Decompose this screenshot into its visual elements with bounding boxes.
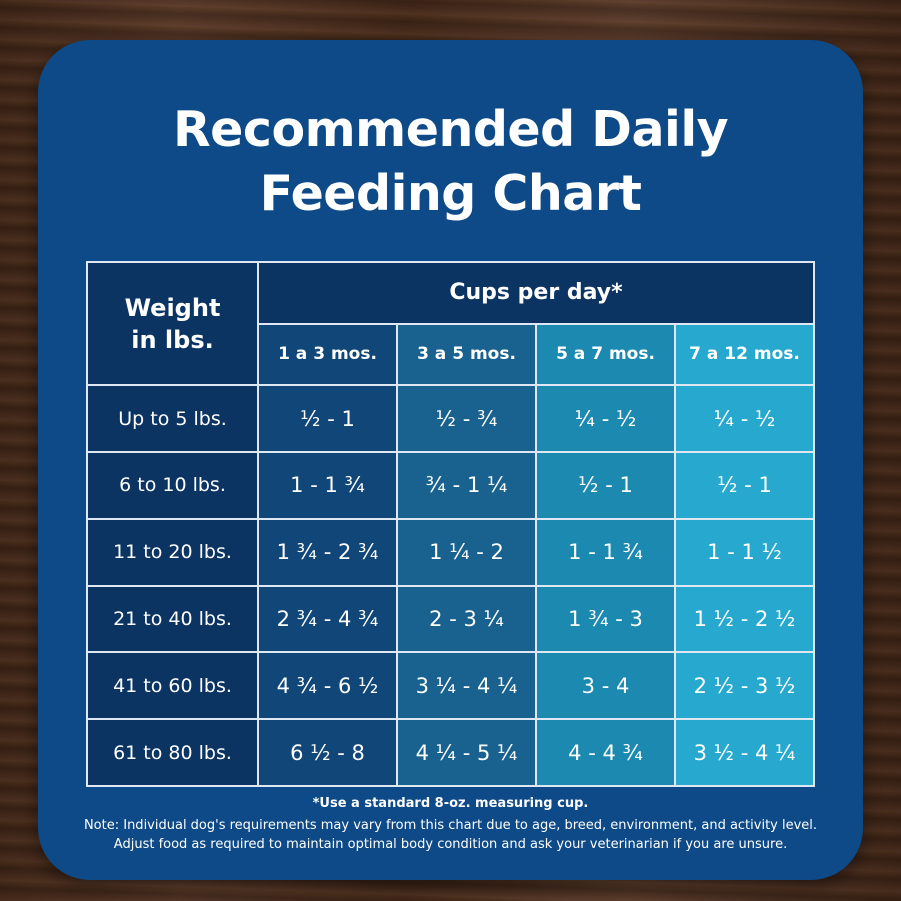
- cups-cell: 1 ¾ - 3: [535, 584, 676, 654]
- weight-header-line-2: in lbs.: [131, 325, 214, 354]
- cups-cell: ¼ - ½: [674, 384, 815, 453]
- feeding-table: Weight in lbs. Cups per day* 1 a 3 mos. …: [86, 260, 815, 787]
- table-row: 6 to 10 lbs. 1 - 1 ¾ ¾ - 1 ¼ ½ - 1 ½ - 1: [86, 450, 815, 520]
- page-title: Recommended Daily Feeding Chart: [0, 98, 901, 226]
- weight-cell: 6 to 10 lbs.: [86, 450, 259, 520]
- title-line-2: Feeding Chart: [259, 165, 642, 222]
- table-row: 21 to 40 lbs. 2 ¾ - 4 ¾ 2 - 3 ¼ 1 ¾ - 3 …: [86, 584, 815, 654]
- cups-cell: 2 - 3 ¼: [396, 584, 537, 654]
- weight-cell: 61 to 80 lbs.: [86, 718, 259, 787]
- table-row: 61 to 80 lbs. 6 ½ - 8 4 ¼ - 5 ¼ 4 - 4 ¾ …: [86, 718, 815, 787]
- cups-cell: 6 ½ - 8: [257, 718, 398, 787]
- cups-cell: 1 - 1 ¾: [257, 450, 398, 520]
- table-row: 11 to 20 lbs. 1 ¾ - 2 ¾ 1 ¼ - 2 1 - 1 ¾ …: [86, 517, 815, 587]
- weight-cell: Up to 5 lbs.: [86, 384, 259, 453]
- age-column-header: 5 a 7 mos.: [535, 322, 676, 387]
- header-row: Weight in lbs. Cups per day*: [86, 260, 815, 387]
- disclaimer-line-2: Adjust food as required to maintain opti…: [113, 837, 788, 852]
- weight-cell: 11 to 20 lbs.: [86, 517, 259, 587]
- cups-cell: 1 ¼ - 2: [396, 517, 537, 587]
- disclaimer-line-1: Note: Individual dog's requirements may …: [83, 818, 818, 833]
- table-row: Up to 5 lbs. ½ - 1 ½ - ¾ ¼ - ½ ¼ - ½: [86, 384, 815, 453]
- cups-cell: 2 ¾ - 4 ¾: [257, 584, 398, 654]
- cups-cell: 1 ¾ - 2 ¾: [257, 517, 398, 587]
- cups-cell: 4 - 4 ¾: [535, 718, 676, 787]
- cups-cell: ¼ - ½: [535, 384, 676, 453]
- cups-cell: 4 ¾ - 6 ½: [257, 651, 398, 721]
- table-row: 41 to 60 lbs. 4 ¾ - 6 ½ 3 ¼ - 4 ¼ 3 - 4 …: [86, 651, 815, 721]
- cups-cell: 1 - 1 ½: [674, 517, 815, 587]
- cups-cell: 3 ¼ - 4 ¼: [396, 651, 537, 721]
- cups-cell: 2 ½ - 3 ½: [674, 651, 815, 721]
- cups-cell: ½ - 1: [257, 384, 398, 453]
- cups-cell: 1 - 1 ¾: [535, 517, 676, 587]
- cups-cell: 3 ½ - 4 ¼: [674, 718, 815, 787]
- cups-cell: ½ - 1: [674, 450, 815, 520]
- cups-cell: ½ - ¾: [396, 384, 537, 453]
- weight-cell: 41 to 60 lbs.: [86, 651, 259, 721]
- cups-cell: 4 ¼ - 5 ¼: [396, 718, 537, 787]
- age-column-header: 1 a 3 mos.: [257, 322, 398, 387]
- age-header-row: 1 a 3 mos. 3 a 5 mos. 5 a 7 mos. 7 a 12 …: [87, 322, 815, 387]
- weight-header: Weight in lbs.: [86, 260, 259, 387]
- weight-header-line-1: Weight: [124, 293, 221, 322]
- measuring-cup-note: *Use a standard 8-oz. measuring cup.: [312, 796, 589, 811]
- title-line-1: Recommended Daily: [172, 101, 729, 158]
- cups-per-day-header: Cups per day*: [257, 261, 815, 325]
- cups-cell: ¾ - 1 ¼: [396, 450, 537, 520]
- age-column-header: 3 a 5 mos.: [396, 322, 537, 387]
- cups-cell: 1 ½ - 2 ½: [674, 584, 815, 654]
- cups-cell: 3 - 4: [535, 651, 676, 721]
- cups-cell: ½ - 1: [535, 450, 676, 520]
- weight-cell: 21 to 40 lbs.: [86, 584, 259, 654]
- age-column-header: 7 a 12 mos.: [674, 322, 815, 387]
